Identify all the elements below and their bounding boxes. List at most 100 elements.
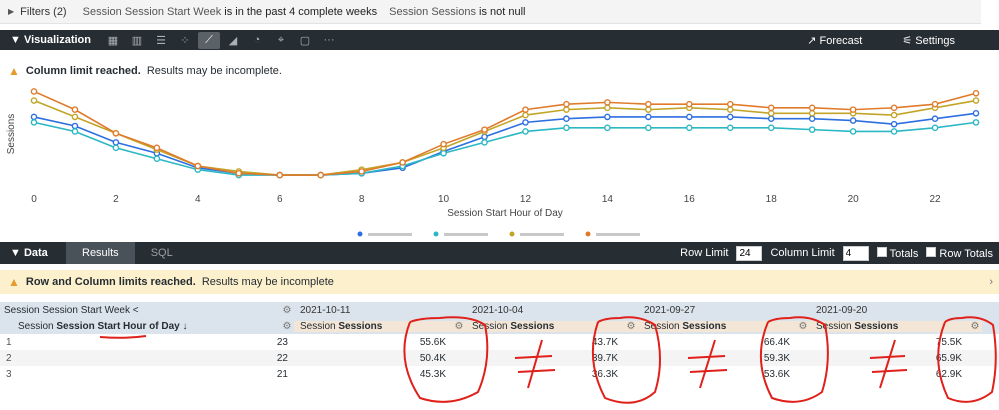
data-point[interactable] xyxy=(481,139,488,146)
data-point[interactable] xyxy=(522,128,529,135)
gear-icon[interactable]: ⚙ xyxy=(282,320,292,332)
data-point[interactable] xyxy=(645,113,652,121)
tab-sql[interactable]: SQL xyxy=(150,247,173,259)
data-point[interactable] xyxy=(726,113,734,121)
data-point[interactable] xyxy=(522,119,529,126)
data-point[interactable] xyxy=(112,129,120,137)
data-point[interactable] xyxy=(849,128,857,135)
pivot-dimension-header[interactable]: Session Session Start Week < xyxy=(4,304,139,316)
table-icon[interactable]: ▦ xyxy=(107,34,119,47)
legend-item[interactable] xyxy=(585,231,641,237)
more-icon[interactable]: ··· xyxy=(323,34,335,46)
data-point[interactable] xyxy=(767,124,775,132)
data-point[interactable] xyxy=(481,126,488,133)
gear-icon[interactable]: ⚙ xyxy=(452,320,466,332)
data-point[interactable] xyxy=(563,100,570,108)
data-point[interactable] xyxy=(71,106,79,113)
data-point[interactable] xyxy=(112,144,120,152)
data-point[interactable] xyxy=(30,119,38,126)
measure-column-header[interactable]: Session Sessions xyxy=(810,320,968,332)
column-chart-icon[interactable]: ▥ xyxy=(131,34,143,47)
data-point[interactable] xyxy=(931,100,939,108)
data-point[interactable] xyxy=(645,124,652,132)
area-chart-icon[interactable]: ◢ xyxy=(228,34,238,47)
sort-desc-icon[interactable]: ↓ xyxy=(182,320,188,332)
data-point[interactable] xyxy=(522,106,529,113)
data-point[interactable] xyxy=(686,113,693,121)
row-limit-input[interactable] xyxy=(736,245,763,261)
gear-icon[interactable]: ⚙ xyxy=(282,304,292,316)
data-point[interactable] xyxy=(726,100,734,108)
data-point[interactable] xyxy=(604,113,611,121)
expand-filters-icon[interactable]: ▶ xyxy=(8,7,15,16)
data-point[interactable] xyxy=(399,159,406,166)
tab-results[interactable]: Results xyxy=(66,242,135,264)
data-point[interactable] xyxy=(276,171,284,179)
filters-bar[interactable]: ▶ Filters (2) Session Session Start Week… xyxy=(0,0,981,24)
line-chart-icon[interactable]: ⟋ xyxy=(198,31,220,49)
data-point[interactable] xyxy=(194,162,202,170)
data-point[interactable] xyxy=(849,117,857,124)
settings-button[interactable]: ⚟ Settings xyxy=(902,34,955,47)
dimension-column-header[interactable]: Session Session Start Hour of Day ↓ xyxy=(18,320,188,332)
gear-icon[interactable]: ⚙ xyxy=(968,320,982,332)
column-limit-input[interactable] xyxy=(842,245,869,261)
x-axis-label: Session Start Hour of Day xyxy=(447,208,563,219)
pie-chart-icon[interactable]: ◔ xyxy=(253,34,261,46)
data-point[interactable] xyxy=(972,97,980,104)
bar-chart-icon[interactable]: ☰ xyxy=(156,34,166,47)
data-point[interactable] xyxy=(849,106,857,113)
data-point[interactable] xyxy=(931,124,939,132)
data-point[interactable] xyxy=(440,140,447,148)
gear-icon[interactable]: ⚙ xyxy=(624,320,638,332)
data-point[interactable] xyxy=(358,168,365,175)
data-point[interactable] xyxy=(317,171,324,179)
data-point[interactable] xyxy=(235,169,243,177)
legend-item[interactable] xyxy=(433,231,489,237)
row-totals-checkbox-box[interactable] xyxy=(926,246,937,257)
data-point[interactable] xyxy=(30,97,38,104)
data-point[interactable] xyxy=(686,124,693,132)
data-point[interactable] xyxy=(563,124,570,132)
data-point[interactable] xyxy=(645,100,652,108)
gear-icon[interactable]: ⚙ xyxy=(796,320,810,332)
data-point[interactable] xyxy=(604,99,611,106)
legend-item[interactable] xyxy=(357,231,413,237)
filters-title[interactable]: Filters (2) xyxy=(20,5,67,18)
single-value-icon[interactable]: ▢ xyxy=(299,34,311,47)
data-point[interactable] xyxy=(71,113,79,121)
visualization-toggle[interactable]: ▼ Visualization xyxy=(10,34,91,46)
map-icon[interactable]: ⌖ xyxy=(277,33,285,46)
row-totals-checkbox[interactable]: Row Totals xyxy=(926,246,993,260)
chevron-left-icon[interactable]: < xyxy=(132,304,139,316)
data-point[interactable] xyxy=(890,120,898,128)
data-point[interactable] xyxy=(604,124,611,132)
data-point[interactable] xyxy=(808,104,816,112)
data-point[interactable] xyxy=(686,100,693,108)
data-point[interactable] xyxy=(972,89,980,97)
data-point[interactable] xyxy=(890,128,898,135)
totals-checkbox[interactable]: Totals xyxy=(876,246,918,260)
chevron-right-icon[interactable]: › xyxy=(989,276,993,288)
measure-column-header[interactable]: Session Sessions xyxy=(638,320,796,332)
data-point[interactable] xyxy=(767,104,775,112)
legend-item[interactable] xyxy=(509,231,565,237)
data-point[interactable] xyxy=(726,124,734,132)
data-point[interactable] xyxy=(890,104,898,112)
data-point[interactable] xyxy=(890,111,898,119)
scatter-icon[interactable]: ⁘ xyxy=(180,34,190,47)
data-point[interactable] xyxy=(153,155,161,163)
data-toggle[interactable]: ▼ Data xyxy=(10,247,48,259)
totals-checkbox-box[interactable] xyxy=(876,246,887,257)
forecast-button[interactable]: ↗ Forecast xyxy=(807,34,863,47)
data-point[interactable] xyxy=(563,115,570,123)
measure-column-header[interactable]: Session Sessions xyxy=(294,320,452,332)
data-point[interactable] xyxy=(808,126,816,133)
data-point[interactable] xyxy=(153,144,161,152)
data-point[interactable] xyxy=(30,88,38,95)
data-point[interactable] xyxy=(931,115,939,123)
data-point[interactable] xyxy=(71,128,79,135)
data-point[interactable] xyxy=(972,109,980,117)
measure-column-header[interactable]: Session Sessions xyxy=(466,320,624,332)
data-point[interactable] xyxy=(972,119,980,126)
